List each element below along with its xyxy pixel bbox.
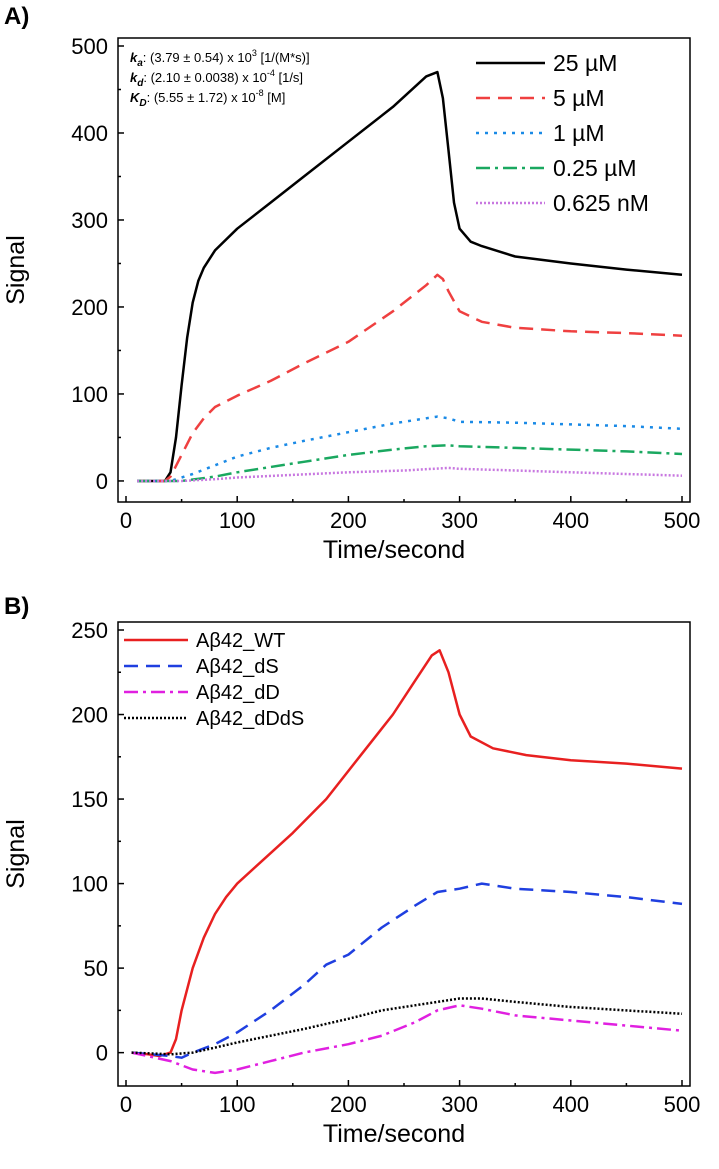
legend-label: 5 µM bbox=[553, 85, 605, 111]
panel-b-axes: 0 100 200 300 400 500 0 50 100 150 200 250 Time/seco… bbox=[2, 618, 700, 1148]
x-tick-label: 100 bbox=[219, 1092, 256, 1117]
legend-label: 1 µM bbox=[553, 120, 605, 146]
panel-b-series bbox=[131, 649, 683, 1075]
y-tick-label: 300 bbox=[71, 208, 108, 233]
y-axis-title: Signal bbox=[2, 819, 30, 889]
series-line bbox=[131, 1004, 683, 1075]
legend-label: 0.25 µM bbox=[553, 155, 637, 181]
legend-label: Aβ42_dDdS bbox=[196, 708, 304, 730]
series-line bbox=[137, 70, 683, 483]
x-tick-label: 400 bbox=[552, 508, 589, 533]
panel-b: B) 0 100 200 300 400 500 0 50 100 150 200 250 Time/s… bbox=[2, 593, 700, 1148]
y-tick-label: 100 bbox=[71, 872, 108, 897]
y-tick-label: 150 bbox=[71, 787, 108, 812]
y-tick-label: 500 bbox=[71, 34, 108, 59]
legend-label: Aβ42_dS bbox=[196, 656, 279, 678]
panel-a-series bbox=[137, 70, 683, 483]
y-tick-label: 200 bbox=[71, 703, 108, 728]
series-line bbox=[137, 444, 683, 483]
panel-a-legend: 25 µM 5 µM 1 µM 0.25 µM 0.625 nM bbox=[476, 50, 649, 216]
x-tick-label: 300 bbox=[441, 1092, 478, 1117]
series-line bbox=[131, 997, 683, 1056]
x-tick-label: 0 bbox=[120, 1092, 132, 1117]
y-tick-label: 0 bbox=[96, 1041, 108, 1066]
legend-label: 25 µM bbox=[553, 50, 617, 76]
panel-a-letter: A) bbox=[4, 3, 29, 30]
panel-b-letter: B) bbox=[4, 593, 29, 620]
legend-label: Aβ42_dD bbox=[196, 682, 280, 704]
panel-a: A) 0 100 200 300 400 500 0 100 200 300 400 500 Time/… bbox=[2, 3, 700, 564]
x-tick-label: 0 bbox=[120, 508, 132, 533]
panel-a-axes: 0 100 200 300 400 500 0 100 200 300 400 500 Time/sec… bbox=[2, 34, 700, 564]
y-tick-label: 250 bbox=[71, 618, 108, 643]
x-axis-title: Time/second bbox=[323, 536, 465, 564]
panel-a-kinetic-params: ka: (3.79 ± 0.54) x 103 [1/(M*s)]kd: (2.… bbox=[130, 48, 310, 109]
series-line bbox=[137, 273, 683, 483]
y-tick-label: 200 bbox=[71, 295, 108, 320]
legend-label: 0.625 nM bbox=[553, 190, 649, 216]
legend-label: Aβ42_WT bbox=[196, 630, 285, 652]
x-tick-label: 500 bbox=[664, 1092, 701, 1117]
y-tick-label: 400 bbox=[71, 121, 108, 146]
x-tick-label: 200 bbox=[330, 508, 367, 533]
x-tick-label: 400 bbox=[552, 1092, 589, 1117]
x-axis-title: Time/second bbox=[323, 1120, 465, 1148]
series-line bbox=[131, 882, 683, 1059]
series-line bbox=[137, 466, 683, 483]
kinetic-param: kd: (2.10 ± 0.0038) x 10-4 [1/s] bbox=[130, 68, 303, 89]
x-tick-label: 100 bbox=[219, 508, 256, 533]
y-tick-label: 100 bbox=[71, 382, 108, 407]
series-line bbox=[137, 415, 683, 483]
y-tick-label: 0 bbox=[96, 469, 108, 494]
y-tick-label: 50 bbox=[84, 956, 108, 981]
x-tick-label: 300 bbox=[441, 508, 478, 533]
x-tick-label: 500 bbox=[664, 508, 701, 533]
panel-b-legend: Aβ42_WT Aβ42_dS Aβ42_dD Aβ42_dDdS bbox=[124, 630, 304, 730]
y-axis-title: Signal bbox=[2, 235, 30, 305]
kinetic-param: ka: (3.79 ± 0.54) x 103 [1/(M*s)] bbox=[130, 48, 310, 69]
kinetic-param: KD: (5.55 ± 1.72) x 10-8 [M] bbox=[130, 88, 285, 109]
series-line bbox=[131, 649, 683, 1058]
x-tick-label: 200 bbox=[330, 1092, 367, 1117]
